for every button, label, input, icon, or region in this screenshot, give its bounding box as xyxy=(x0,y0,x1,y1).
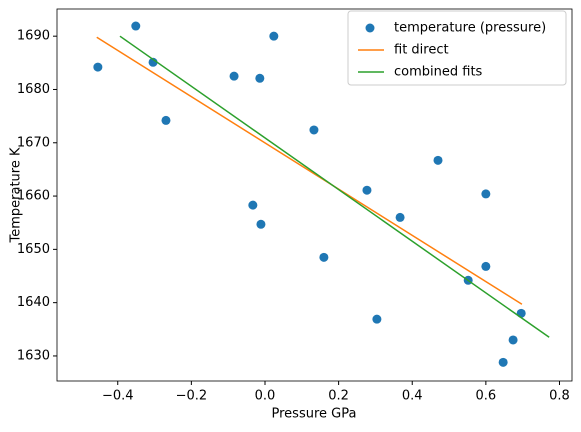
point xyxy=(481,189,491,199)
point xyxy=(256,219,266,229)
point xyxy=(481,261,491,271)
point xyxy=(161,115,171,125)
y-tick-label: 1670 xyxy=(17,135,50,150)
x-tick-label: 0.0 xyxy=(255,389,276,404)
point xyxy=(362,185,372,195)
point xyxy=(433,155,443,165)
x-tick-label: 0.4 xyxy=(402,389,423,404)
x-tick-label: −0.4 xyxy=(102,389,134,404)
point xyxy=(255,73,265,83)
point xyxy=(508,335,518,345)
legend-label: temperature (pressure) xyxy=(394,21,546,36)
y-tick-label: 1690 xyxy=(17,29,50,44)
point xyxy=(498,357,508,367)
point xyxy=(269,31,279,41)
x-axis-label: Pressure GPa xyxy=(272,407,357,422)
point xyxy=(395,212,405,222)
axes-frame xyxy=(56,8,573,382)
point xyxy=(229,71,239,81)
y-axis-label: Temperature K xyxy=(9,147,24,243)
y-tick-label: 1640 xyxy=(17,295,50,310)
y-tick-label: 1630 xyxy=(17,348,50,363)
legend-label: fit direct xyxy=(394,43,449,58)
legend-box xyxy=(347,10,567,86)
point xyxy=(372,314,382,324)
point xyxy=(148,57,158,67)
x-tick-label: 0.8 xyxy=(549,389,570,404)
point xyxy=(248,200,258,210)
point xyxy=(93,62,103,72)
legend-marker xyxy=(365,23,375,33)
y-tick-label: 1650 xyxy=(17,242,50,257)
point xyxy=(309,125,319,135)
line xyxy=(96,36,523,305)
x-tick-label: 0.2 xyxy=(328,389,349,404)
x-tick-label: −0.2 xyxy=(176,389,208,404)
point xyxy=(516,308,526,318)
point xyxy=(319,252,329,262)
y-tick-label: 1680 xyxy=(17,82,50,97)
x-tick-label: 0.6 xyxy=(476,389,497,404)
legend-label: combined fits xyxy=(394,65,483,80)
y-tick-label: 1660 xyxy=(17,189,50,204)
point xyxy=(131,21,141,31)
line xyxy=(119,35,550,338)
